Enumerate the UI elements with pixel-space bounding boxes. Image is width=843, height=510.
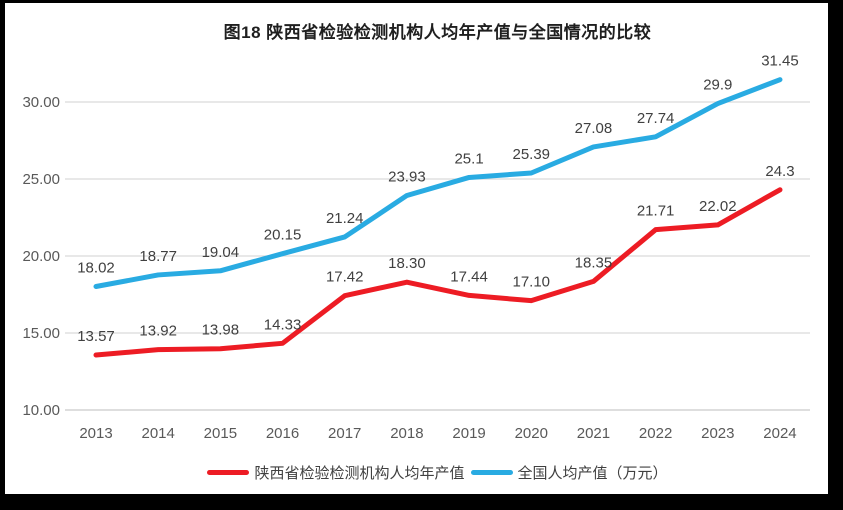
x-axis-tick-label: 2021 — [577, 425, 610, 442]
legend-item-shaanxi: 陕西省检验检测机构人均年产值 — [207, 462, 465, 483]
data-label-series-1: 29.9 — [703, 77, 732, 94]
x-axis-tick-label: 2015 — [204, 425, 237, 442]
data-label-series-0: 17.42 — [326, 269, 364, 286]
data-label-series-0: 13.57 — [77, 328, 115, 345]
data-label-series-0: 13.98 — [202, 322, 240, 339]
photo-frame-right — [828, 0, 843, 510]
data-label-series-1: 27.74 — [637, 110, 675, 127]
data-label-series-0: 13.92 — [139, 323, 177, 340]
x-axis-tick-label: 2018 — [390, 425, 423, 442]
photo-frame-top — [0, 0, 843, 3]
x-axis-tick-label: 2020 — [515, 425, 548, 442]
x-axis-tick-label: 2019 — [452, 425, 485, 442]
data-label-series-0: 14.33 — [264, 316, 302, 333]
data-label-series-0: 21.71 — [637, 203, 675, 220]
legend-item-national: 全国人均产值（万元） — [470, 462, 668, 483]
y-axis-tick-label: 10.00 — [22, 402, 60, 419]
data-label-series-1: 20.15 — [264, 227, 302, 244]
x-axis-tick-label: 2014 — [141, 425, 174, 442]
x-axis-tick-label: 2022 — [639, 425, 672, 442]
photo-frame-bottom — [0, 494, 843, 510]
data-label-series-1: 21.24 — [326, 210, 364, 227]
data-label-series-0: 17.10 — [512, 274, 550, 291]
chart-title: 图18 陕西省检验检测机构人均年产值与全国情况的比较 — [223, 23, 652, 42]
y-axis-tick-label: 25.00 — [22, 171, 60, 188]
data-label-series-0: 18.35 — [575, 254, 613, 271]
data-label-series-0: 22.02 — [699, 198, 737, 215]
y-axis-tick-label: 20.00 — [22, 248, 60, 265]
data-label-series-1: 25.39 — [512, 146, 550, 163]
data-label-series-1: 25.1 — [454, 150, 483, 167]
legend-label-shaanxi: 陕西省检验检测机构人均年产值 — [254, 464, 465, 482]
legend-line-blue-icon — [470, 469, 513, 475]
legend-label-national: 全国人均产值（万元） — [517, 464, 668, 482]
x-axis-tick-label: 2013 — [79, 425, 112, 442]
y-axis-tick-label: 30.00 — [22, 94, 60, 111]
chart-legend: 陕西省检验检测机构人均年产值 全国人均产值（万元） — [65, 459, 810, 485]
y-axis-tick-label: 15.00 — [22, 325, 60, 342]
photo-frame-left — [0, 0, 5, 510]
data-label-series-1: 27.08 — [575, 120, 613, 137]
x-axis-tick-label: 2016 — [266, 425, 299, 442]
x-axis-tick-label: 2017 — [328, 425, 361, 442]
data-label-series-0: 18.30 — [388, 255, 426, 272]
legend-line-red-icon — [207, 469, 250, 475]
series-line-0 — [93, 187, 783, 358]
series-line-1 — [93, 77, 783, 289]
x-axis-tick-label: 2023 — [701, 425, 734, 442]
data-label-series-1: 23.93 — [388, 168, 426, 185]
data-label-series-0: 17.44 — [450, 268, 488, 285]
data-label-series-1: 19.04 — [202, 244, 240, 261]
x-axis-tick-label: 2024 — [763, 425, 796, 442]
data-label-series-0: 24.3 — [765, 163, 794, 180]
data-label-series-1: 31.45 — [761, 53, 799, 70]
data-label-series-1: 18.02 — [77, 259, 115, 276]
data-label-series-1: 18.77 — [139, 248, 177, 265]
